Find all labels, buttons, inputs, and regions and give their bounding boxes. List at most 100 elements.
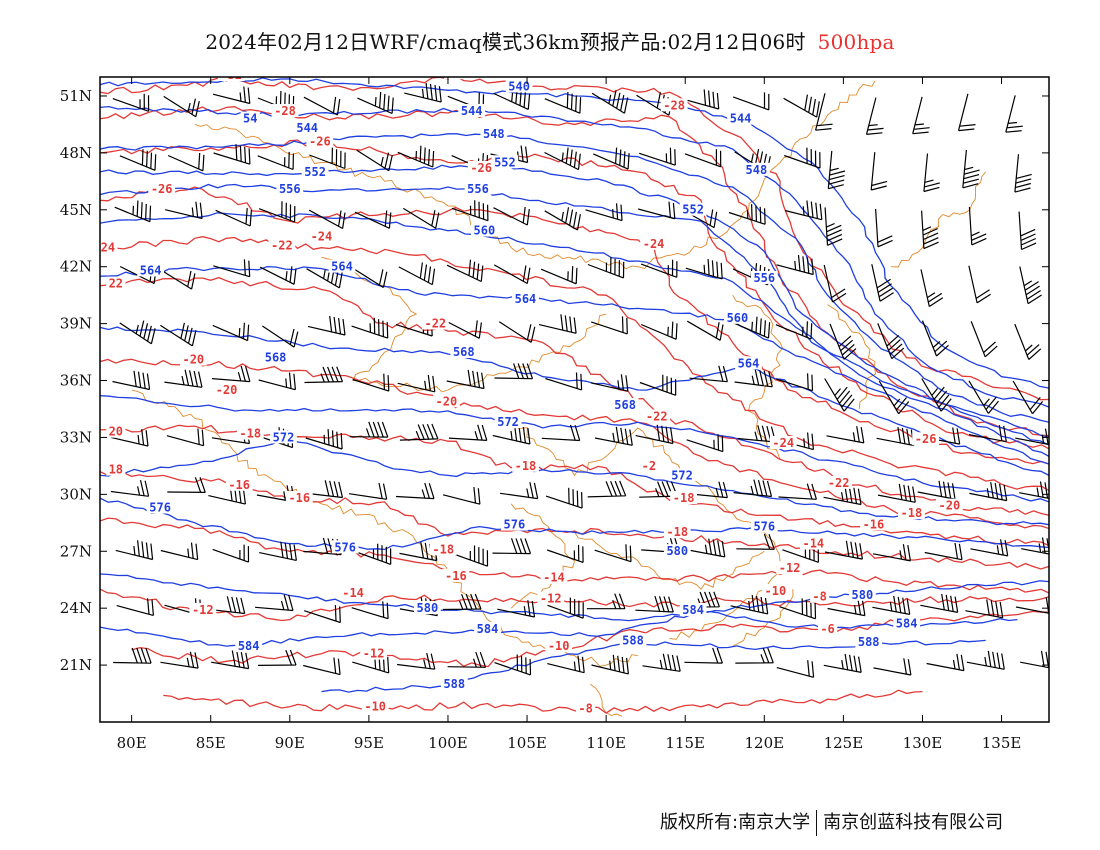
temperature-contour-line <box>100 186 1049 465</box>
temperature-contour-label: -24 <box>643 237 665 251</box>
height-contour-label-bg <box>679 202 707 216</box>
temperature-contour-label: -10 <box>765 584 787 598</box>
temperature-contour-label-bg <box>217 77 245 81</box>
wind-barb <box>442 593 482 611</box>
temperature-contour-label: -10 <box>364 700 386 714</box>
wind-barb <box>492 425 531 445</box>
wind-barb <box>733 316 771 339</box>
wind-barb <box>736 533 775 550</box>
height-contour-label: 556 <box>279 182 301 196</box>
height-contour-label: 564 <box>515 292 537 306</box>
height-contour-label-bg <box>262 350 289 364</box>
wind-barb <box>875 208 893 248</box>
wind-barb <box>594 544 632 563</box>
y-tick-label: 39N <box>60 315 92 333</box>
height-contour-label: 568 <box>614 398 636 412</box>
height-contour-label-bg <box>480 126 508 140</box>
wind-barb <box>587 257 625 279</box>
temperature-contour-label: -14 <box>802 537 824 551</box>
wind-barb <box>352 652 390 674</box>
wind-barb <box>451 545 489 567</box>
wind-barb <box>784 147 821 169</box>
wind-barb <box>262 325 299 348</box>
wind-barb <box>397 145 435 168</box>
wind-barb <box>259 266 297 285</box>
temperature-contour-label: -28 <box>274 104 296 118</box>
temperature-contour-label-bg <box>467 160 495 174</box>
wind-barb <box>500 482 539 500</box>
height-contour-label-bg <box>331 540 359 554</box>
temperature-contour-label: -10 <box>548 639 570 653</box>
temperature-contour-label-bg <box>179 352 207 366</box>
height-contour-label-bg <box>414 601 441 615</box>
height-contour-label-bg <box>724 310 751 324</box>
height-contour-label-bg <box>855 635 883 649</box>
temperature-contour-label: -12 <box>540 592 562 606</box>
temperature-contour-label-bg <box>897 506 925 520</box>
wind-barb <box>783 94 820 118</box>
border-line <box>590 683 623 717</box>
temperature-contour-line <box>100 276 1049 516</box>
wind-barb <box>114 200 152 223</box>
wind-barb <box>871 264 894 302</box>
wind-barb <box>113 647 152 664</box>
wind-barb <box>873 658 912 676</box>
wind-barb <box>779 598 817 620</box>
height-contour-label: 580 <box>666 544 688 558</box>
temperature-labels-layer: -32 -30 -28 -28 -26 -26 -26 -24 -24 24 -22 22 -22 -20… <box>100 77 963 716</box>
height-contour-label: 584 <box>238 639 260 653</box>
height-contour-line <box>100 212 1049 457</box>
temperature-contour-label-bg <box>236 426 264 440</box>
temperature-contour-label: -18 <box>666 525 688 539</box>
temperature-contour-label-bg <box>810 589 830 603</box>
wind-barb <box>921 378 952 412</box>
wind-barb <box>494 363 534 380</box>
height-contour-label: 544 <box>730 112 752 126</box>
wind-barb <box>349 482 388 500</box>
wind-barb <box>257 151 294 171</box>
wind-barb <box>735 647 774 664</box>
temperature-contour-label-bg <box>225 477 253 491</box>
temperature-contour-line <box>100 77 1049 401</box>
wind-barb <box>351 601 389 620</box>
wind-barb <box>212 544 250 563</box>
temperature-contour-label-bg <box>540 570 568 584</box>
height-contour-label-bg <box>470 223 498 237</box>
height-contour-label: 588 <box>443 677 465 691</box>
temperature-contour-label: -26 <box>915 432 937 446</box>
wind-barb <box>586 593 626 610</box>
wind-barb <box>591 316 628 335</box>
wind-barb <box>255 594 294 612</box>
height-contour-label-bg <box>328 259 356 273</box>
wind-barb <box>827 150 846 190</box>
wind-barb <box>493 87 531 110</box>
wind-barb <box>354 543 392 565</box>
wind-barb <box>257 649 297 666</box>
x-tick-label: 135E <box>982 734 1022 752</box>
wind-barb <box>815 93 833 131</box>
temperature-contour-label: -18 <box>515 459 537 473</box>
wind-barb <box>920 269 944 308</box>
height-contour-label-bg <box>270 430 297 444</box>
wind-barb <box>451 200 489 222</box>
y-tick-label: 21N <box>60 656 92 674</box>
height-contour-label: 572 <box>497 415 519 429</box>
temperature-contour-label: -20 <box>436 394 458 408</box>
wind-barb <box>684 647 723 664</box>
temperature-contour-label-bg <box>776 561 804 575</box>
x-tick-label: 130E <box>903 734 943 752</box>
temperature-contour-label-bg <box>761 584 789 597</box>
wind-barb <box>215 208 252 227</box>
height-contour-label: 552 <box>494 155 516 169</box>
wind-barb <box>962 149 980 189</box>
wind-barb <box>635 595 674 613</box>
wind-barb <box>541 424 581 442</box>
height-contour-label: 568 <box>265 351 287 365</box>
wind-barb <box>737 425 777 443</box>
wind-barb <box>687 538 726 558</box>
wind-barb <box>160 651 199 669</box>
height-contour-line <box>100 163 1049 439</box>
wind-barb <box>969 482 1008 502</box>
temperature-contour-label-bg <box>860 517 887 531</box>
wind-barb <box>309 147 346 170</box>
